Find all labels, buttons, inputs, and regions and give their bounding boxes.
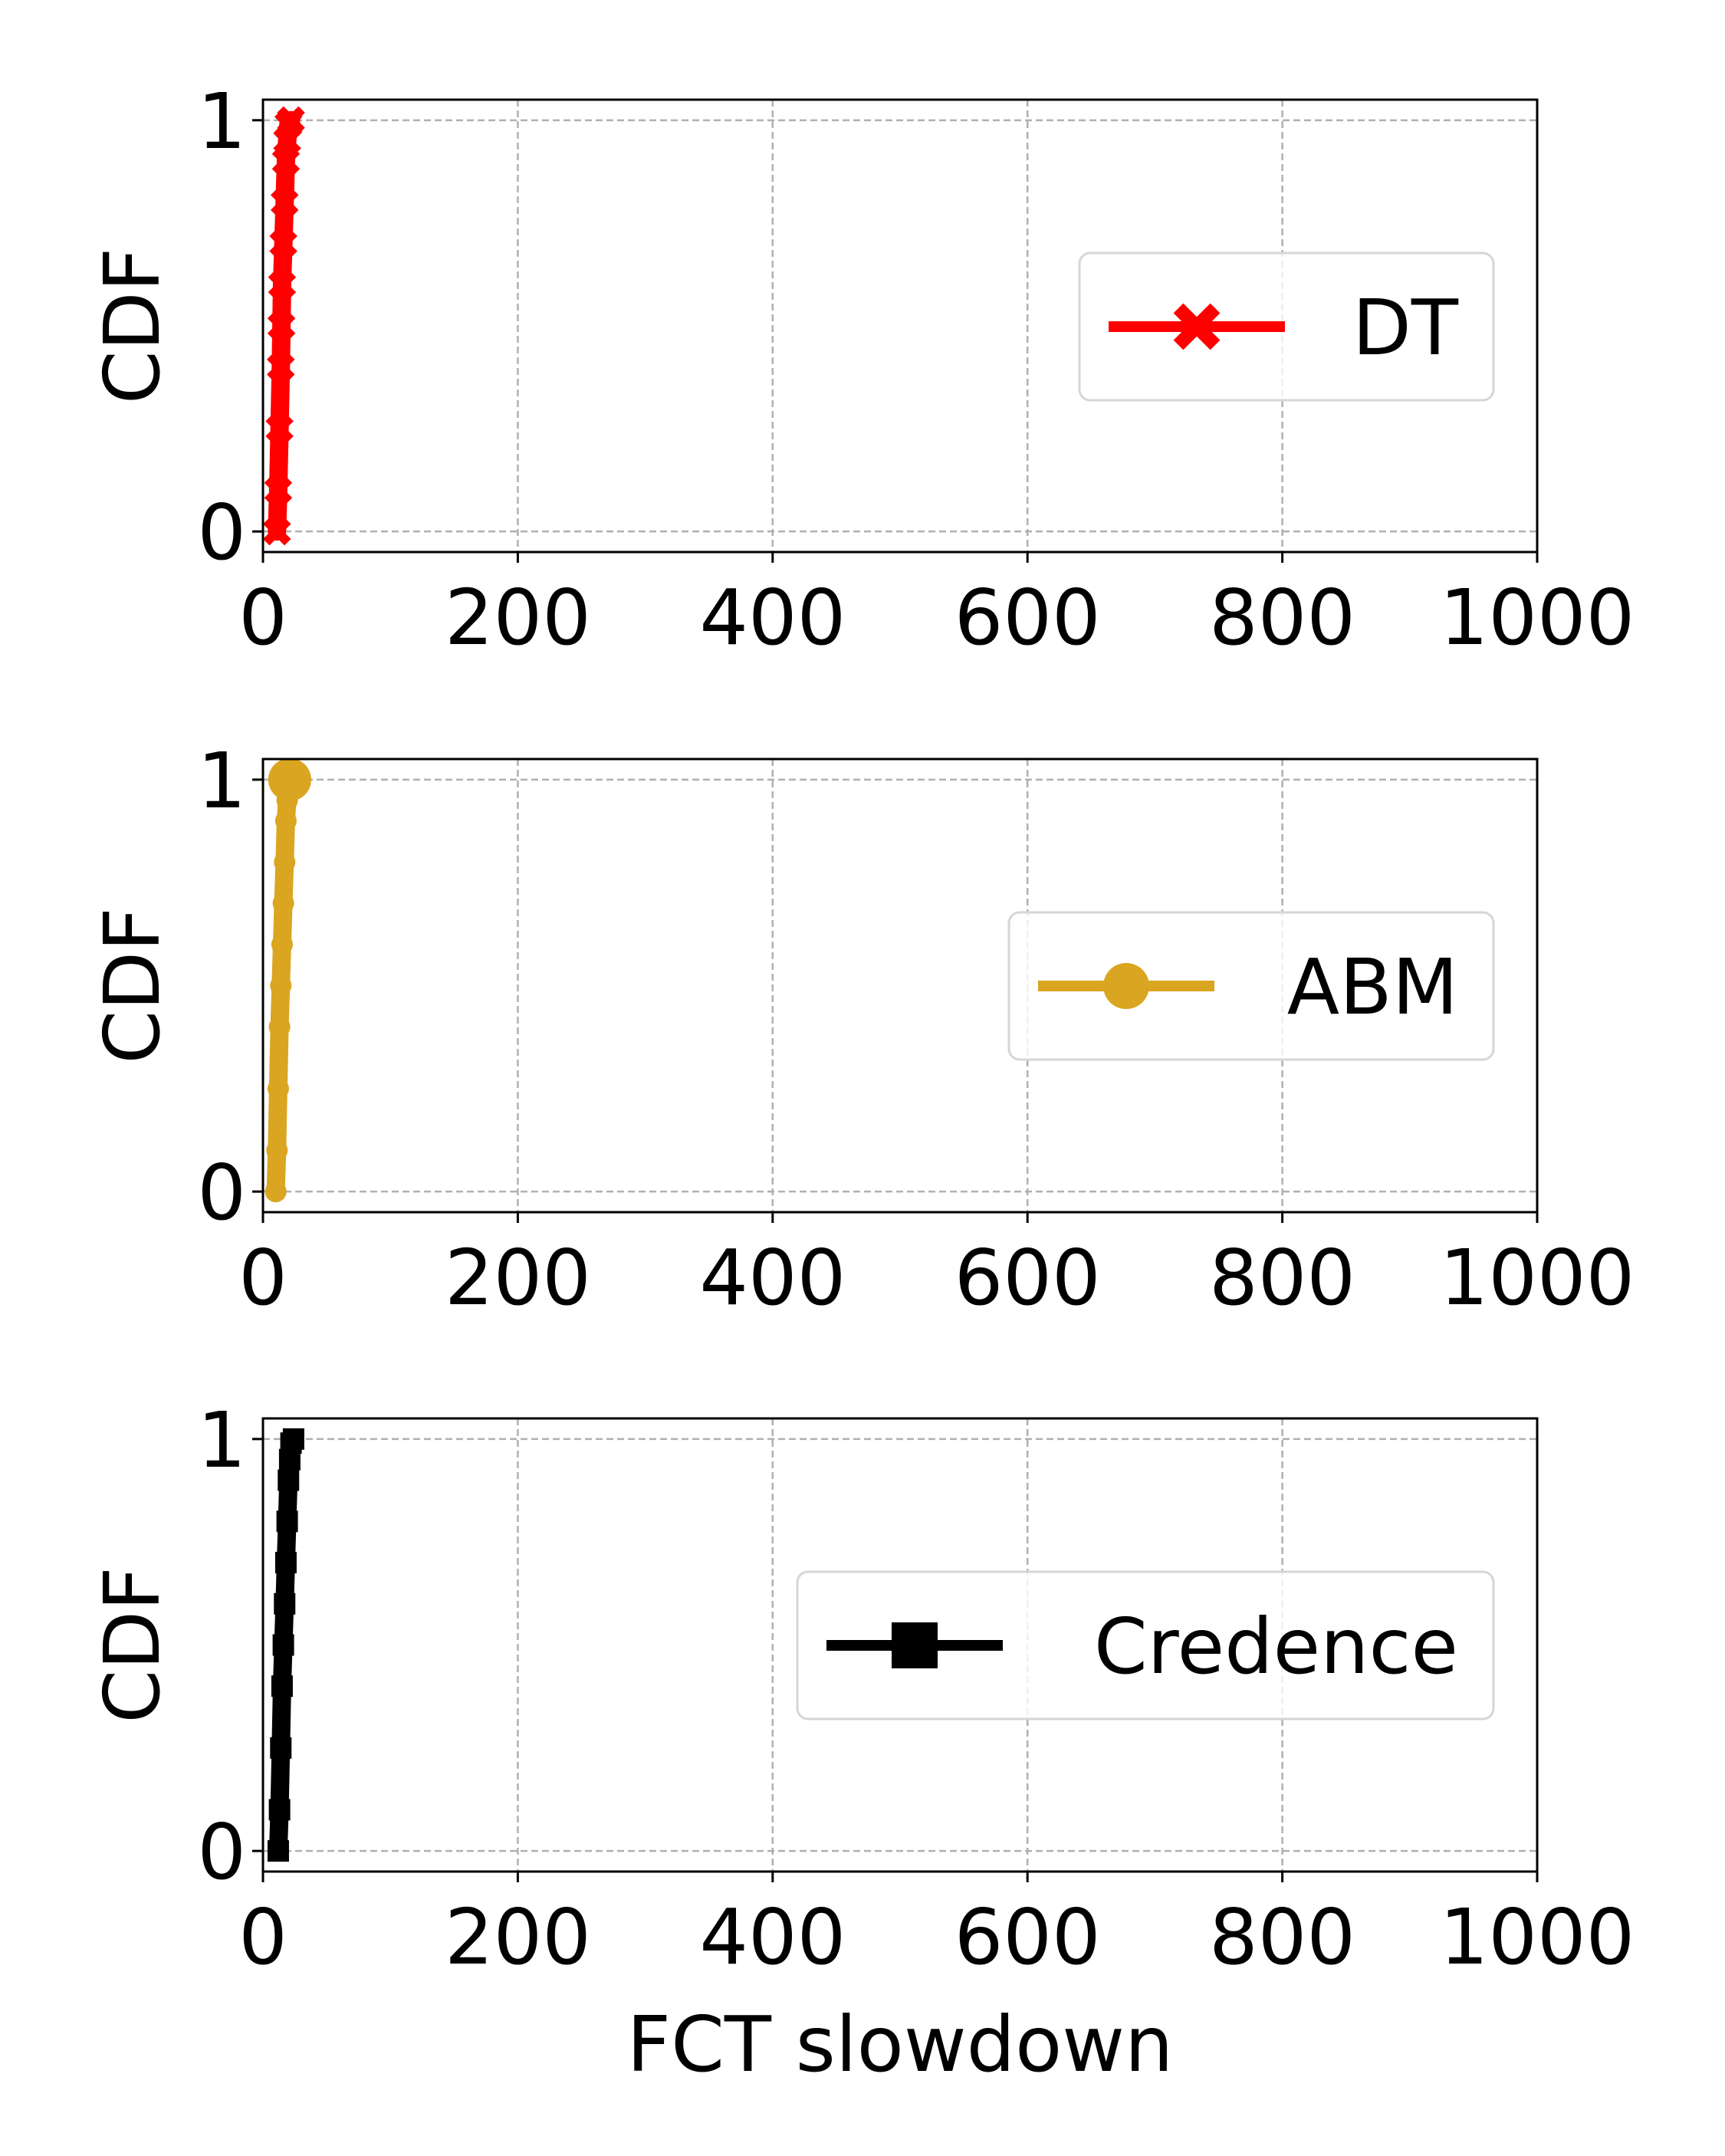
legend: ABM — [1007, 911, 1495, 1061]
data-point — [264, 1181, 287, 1203]
y-tick-label: 1 — [197, 736, 246, 826]
x-tick-label: 200 — [445, 1233, 591, 1323]
data-point — [277, 106, 305, 135]
legend-marker — [892, 1622, 938, 1668]
y-tick-label: 0 — [197, 488, 246, 577]
data-point — [268, 1799, 291, 1821]
y-axis-label: CDF — [87, 1566, 177, 1723]
data-point — [270, 974, 292, 997]
series-dt — [263, 106, 305, 546]
data-point — [268, 1016, 291, 1038]
y-axis-label: CDF — [87, 248, 177, 404]
legend: Credence — [796, 1570, 1495, 1721]
data-point — [267, 1840, 289, 1862]
x-tick-label: 800 — [1209, 1233, 1355, 1323]
x-axis-label: FCT slowdown — [627, 2000, 1174, 2089]
data-point — [267, 311, 296, 340]
data-point — [272, 1634, 294, 1656]
data-point — [274, 851, 296, 873]
legend-marker — [1173, 303, 1221, 350]
data-point — [267, 353, 295, 381]
data-point — [274, 1592, 296, 1615]
y-axis-label: CDF — [87, 907, 177, 1063]
legend-label: Credence — [1094, 1602, 1458, 1691]
data-point — [271, 188, 299, 217]
data-point — [264, 476, 293, 504]
data-point — [278, 1469, 300, 1491]
x-tick-label: 600 — [955, 573, 1101, 662]
x-tick-label: 1000 — [1440, 573, 1635, 662]
data-point — [274, 810, 297, 832]
legend-marker — [1103, 963, 1149, 1009]
x-tick-label: 800 — [1209, 1892, 1355, 1982]
data-point — [270, 1737, 292, 1759]
data-point — [263, 517, 291, 546]
data-point — [276, 1510, 298, 1533]
x-tick-label: 0 — [238, 1892, 288, 1982]
legend-label: DT — [1352, 283, 1459, 373]
data-point — [282, 1428, 304, 1450]
y-tick-label: 0 — [197, 1807, 246, 1897]
x-tick-label: 800 — [1209, 573, 1355, 662]
legend-label: ABM — [1287, 942, 1458, 1032]
legend: DT — [1078, 251, 1495, 402]
data-point — [272, 892, 294, 915]
data-point — [268, 758, 311, 801]
plot-frame — [261, 1417, 1539, 1873]
y-tick-label: 0 — [197, 1148, 246, 1237]
legend-frame — [1078, 251, 1495, 402]
data-point — [265, 414, 294, 443]
legend-frame — [1007, 911, 1495, 1061]
x-tick-label: 600 — [955, 1892, 1101, 1982]
data-point — [268, 271, 297, 299]
series-abm — [264, 758, 311, 1203]
y-tick-label: 1 — [197, 77, 246, 166]
legend-frame — [796, 1570, 1495, 1721]
data-point — [271, 147, 301, 176]
x-tick-label: 200 — [445, 573, 591, 662]
x-tick-label: 1000 — [1440, 1233, 1635, 1323]
x-tick-label: 600 — [955, 1233, 1101, 1323]
series-credence — [267, 1428, 304, 1862]
x-tick-label: 400 — [699, 1233, 846, 1323]
plot-frame — [261, 758, 1539, 1214]
data-point — [271, 1675, 293, 1698]
x-tick-label: 1000 — [1440, 1892, 1635, 1982]
x-tick-label: 0 — [238, 573, 288, 662]
data-point — [267, 1077, 289, 1099]
data-point — [271, 933, 293, 955]
x-tick-label: 400 — [699, 1892, 846, 1982]
x-tick-label: 400 — [699, 573, 846, 662]
plot-frame — [261, 98, 1539, 554]
data-point — [269, 229, 297, 258]
y-tick-label: 1 — [197, 1395, 246, 1485]
x-tick-label: 0 — [238, 1233, 288, 1323]
x-tick-label: 200 — [445, 1892, 591, 1982]
data-point — [266, 1139, 288, 1162]
data-point — [274, 1552, 297, 1574]
